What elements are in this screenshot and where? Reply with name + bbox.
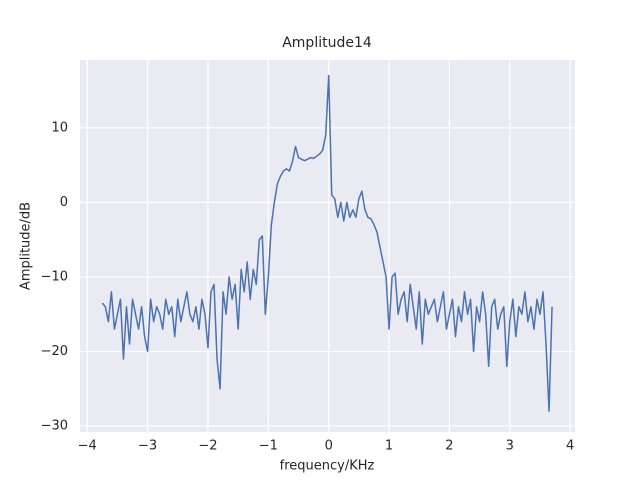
y-tick-label: −20 [41, 344, 68, 359]
x-tick-label: 0 [325, 439, 333, 454]
x-tick-label: 2 [445, 439, 453, 454]
x-tick-label: 4 [566, 439, 574, 454]
data-line [101, 74, 553, 412]
x-tick-label: 3 [506, 439, 514, 454]
y-axis-label: Amplitude/dB [19, 202, 34, 290]
chart-title: Amplitude14 [282, 35, 372, 51]
y-tick-label: −10 [41, 269, 68, 284]
x-axis-label: frequency/KHz [280, 459, 375, 474]
y-tick-label: 10 [51, 120, 68, 135]
x-tick-label: −3 [138, 439, 157, 454]
y-tick-label: 0 [60, 195, 68, 210]
x-tick-label: −4 [78, 439, 97, 454]
x-tick-label: −1 [259, 439, 278, 454]
x-tick-label: 1 [385, 439, 393, 454]
x-tick-label: −2 [198, 439, 217, 454]
plot-area [80, 60, 575, 432]
y-tick-label: −30 [41, 419, 68, 434]
